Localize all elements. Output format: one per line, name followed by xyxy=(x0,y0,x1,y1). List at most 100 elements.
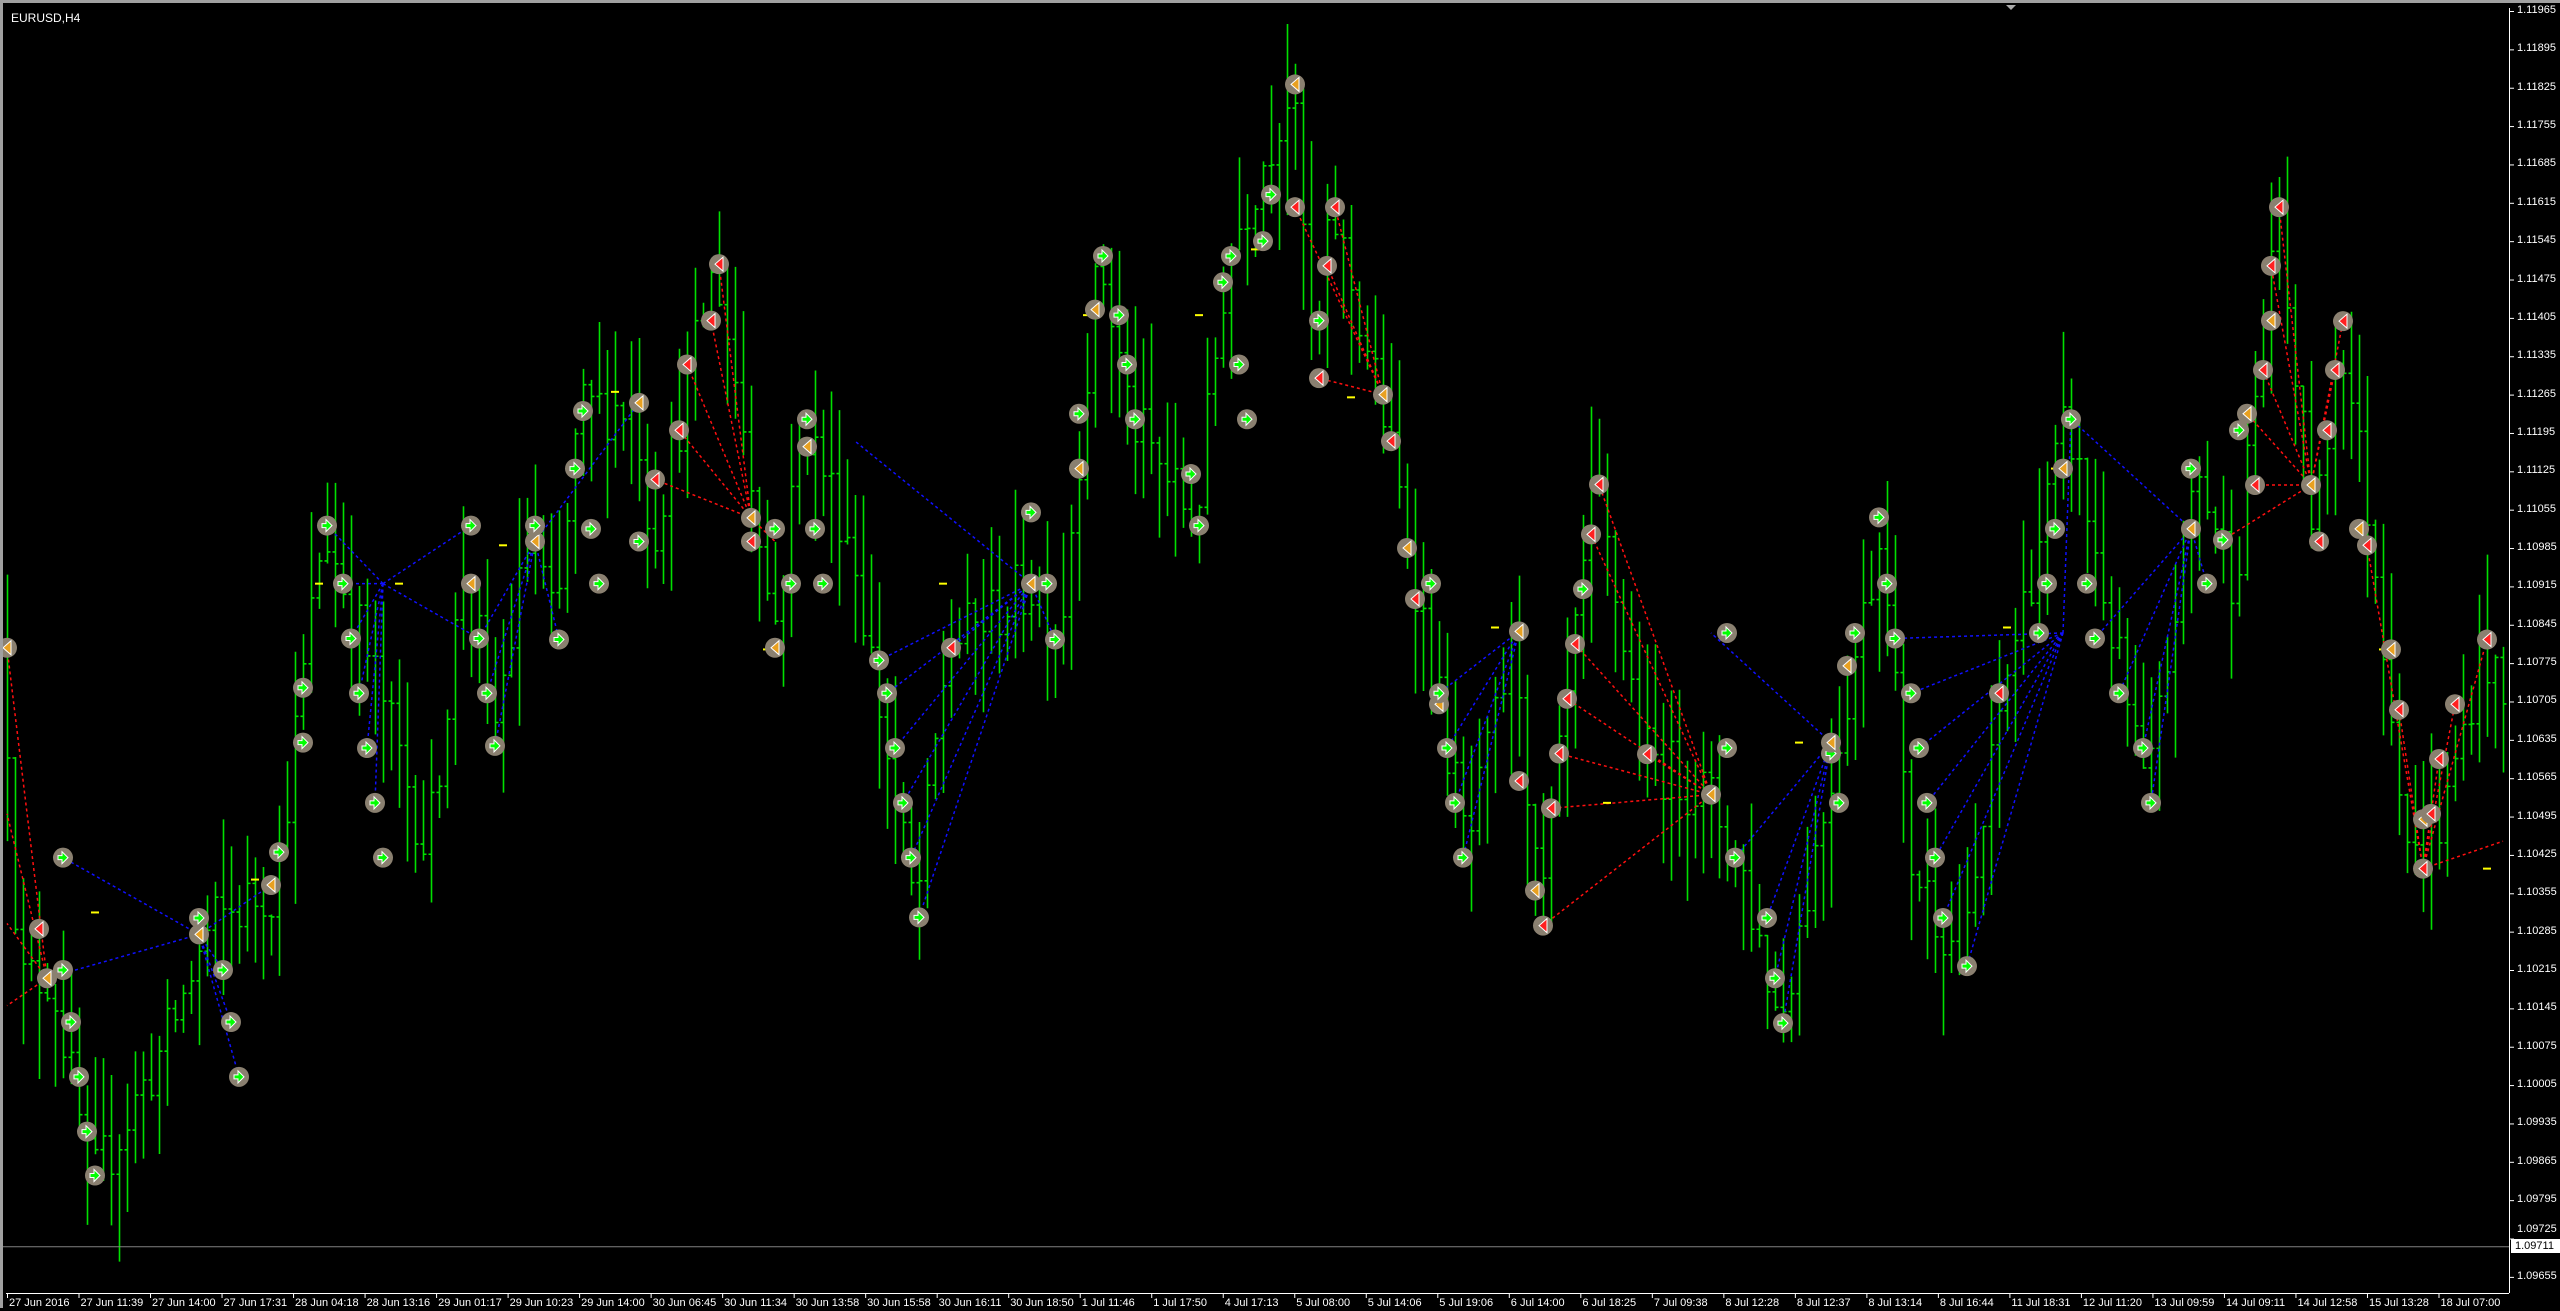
sell-arrow-icon xyxy=(1581,524,1601,545)
price-bar xyxy=(2068,378,2075,512)
buy-arrow-icon xyxy=(1021,502,1041,523)
buy-arrow-icon xyxy=(53,960,73,980)
buy-arrow-icon xyxy=(2037,573,2057,594)
time-tick-label: 30 Jun 16:11 xyxy=(938,1297,1002,1309)
sell-arrow-icon xyxy=(1285,74,1305,95)
price-bar xyxy=(1948,881,1955,973)
sell-arrow-icon xyxy=(1509,621,1529,642)
price-bar xyxy=(1028,559,1035,641)
sell-arrow-icon xyxy=(1085,299,1105,320)
buy-arrow-icon xyxy=(2141,792,2161,813)
price-chart[interactable] xyxy=(3,3,2560,1311)
price-bar xyxy=(1044,521,1051,701)
price-bar xyxy=(2124,618,2131,747)
fan-line xyxy=(382,583,480,640)
chart-shift-marker[interactable] xyxy=(2006,5,2016,10)
price-bar xyxy=(1924,818,1931,960)
fan-line xyxy=(1774,742,1832,979)
bid-price-label: 1.09711 xyxy=(2511,1239,2560,1254)
time-tick-label: 1 Jul 17:50 xyxy=(1153,1297,1208,1309)
buy-arrow-icon xyxy=(77,1121,97,1142)
price-bar xyxy=(2172,564,2179,758)
buy-arrow-icon xyxy=(549,629,569,650)
fan-line xyxy=(950,583,1032,649)
sell-arrow-icon xyxy=(645,469,665,490)
time-tick-label: 8 Jul 13:14 xyxy=(1868,1297,1923,1309)
price-bar xyxy=(84,1085,91,1225)
price-tick-label: 1.11055 xyxy=(2517,502,2556,515)
price-bar xyxy=(2028,549,2035,607)
buy-arrow-icon xyxy=(1309,310,1329,331)
buy-arrow-icon xyxy=(189,907,209,928)
price-bar xyxy=(1012,489,1019,659)
buy-arrow-icon xyxy=(629,531,649,552)
buy-arrow-icon xyxy=(2109,683,2129,704)
price-bar xyxy=(636,338,643,502)
time-tick-label: 8 Jul 12:28 xyxy=(1725,1297,1780,1309)
price-bar xyxy=(828,391,835,564)
price-tick-label: 1.10635 xyxy=(2517,732,2557,745)
price-bar xyxy=(2244,413,2251,581)
fan-line xyxy=(1646,753,1712,796)
price-bar xyxy=(2380,523,2387,736)
sell-arrow-icon xyxy=(3,637,17,658)
markers-layer xyxy=(3,74,2497,1186)
buy-arrow-icon xyxy=(1237,409,1257,430)
price-bar xyxy=(2196,456,2203,571)
fan-line xyxy=(2262,369,2312,486)
price-bar xyxy=(1620,579,1627,681)
price-bar xyxy=(916,821,923,960)
price-bar xyxy=(740,311,747,456)
fan-line xyxy=(1334,206,1384,395)
time-tick-label: 13 Jul 09:59 xyxy=(2154,1297,2215,1309)
chart-title: EURUSD,H4 xyxy=(11,11,81,25)
buy-arrow-icon xyxy=(61,1012,81,1033)
time-tick-label: 8 Jul 16:44 xyxy=(1939,1297,1994,1309)
buy-arrow-icon xyxy=(573,401,593,422)
price-bar xyxy=(812,370,819,541)
sell-arrow-icon xyxy=(1405,589,1425,610)
buy-arrow-icon xyxy=(293,732,313,753)
sell-arrow-icon xyxy=(1549,743,1569,764)
buy-arrow-icon xyxy=(1725,847,1745,868)
price-bar xyxy=(132,1051,139,1164)
price-tick-label: 1.10845 xyxy=(2517,617,2557,630)
time-tick-label: 18 Jul 07:00 xyxy=(2440,1297,2501,1309)
price-bar xyxy=(2420,760,2427,913)
sell-arrow-icon xyxy=(1589,474,1609,495)
price-tick-label: 1.10145 xyxy=(2517,1001,2557,1014)
sell-arrow-icon xyxy=(2309,531,2329,552)
time-tick-label: 14 Jul 09:11 xyxy=(2225,1297,2286,1309)
price-bar xyxy=(1716,735,1723,879)
sell-arrow-icon xyxy=(2301,475,2321,496)
price-bar xyxy=(1940,923,1947,1036)
time-tick-label: 28 Jun 13:16 xyxy=(366,1297,431,1309)
sell-arrow-icon xyxy=(2053,458,2073,479)
sell-arrow-icon xyxy=(1557,688,1577,709)
buy-arrow-icon xyxy=(2133,738,2153,759)
time-tick-label: 27 Jun 14:00 xyxy=(152,1297,216,1309)
price-bar xyxy=(2492,654,2499,749)
buy-arrow-icon xyxy=(69,1066,89,1087)
buy-arrow-icon xyxy=(893,792,913,813)
price-bar xyxy=(1540,793,1547,934)
fan-line xyxy=(854,440,1032,585)
price-bar xyxy=(1396,360,1403,509)
price-bar xyxy=(404,682,411,862)
price-bar xyxy=(692,267,699,421)
fan-line xyxy=(686,364,752,519)
buy-arrow-icon xyxy=(349,683,369,704)
time-tick-label: 30 Jun 15:58 xyxy=(867,1297,931,1309)
buy-arrow-icon xyxy=(1877,573,1897,594)
buy-arrow-icon xyxy=(317,515,337,536)
buy-arrow-icon xyxy=(1181,464,1201,485)
price-tick-label: 1.10985 xyxy=(2517,541,2557,554)
sell-arrow-icon xyxy=(1021,573,1041,594)
price-bar xyxy=(1812,795,1819,928)
sell-arrow-icon xyxy=(629,392,649,413)
buy-arrow-icon xyxy=(53,847,73,868)
price-bar xyxy=(724,265,731,405)
sell-arrow-icon xyxy=(1509,770,1529,791)
fan-line xyxy=(1446,630,1520,749)
time-tick-label: 6 Jul 18:25 xyxy=(1582,1297,1637,1309)
